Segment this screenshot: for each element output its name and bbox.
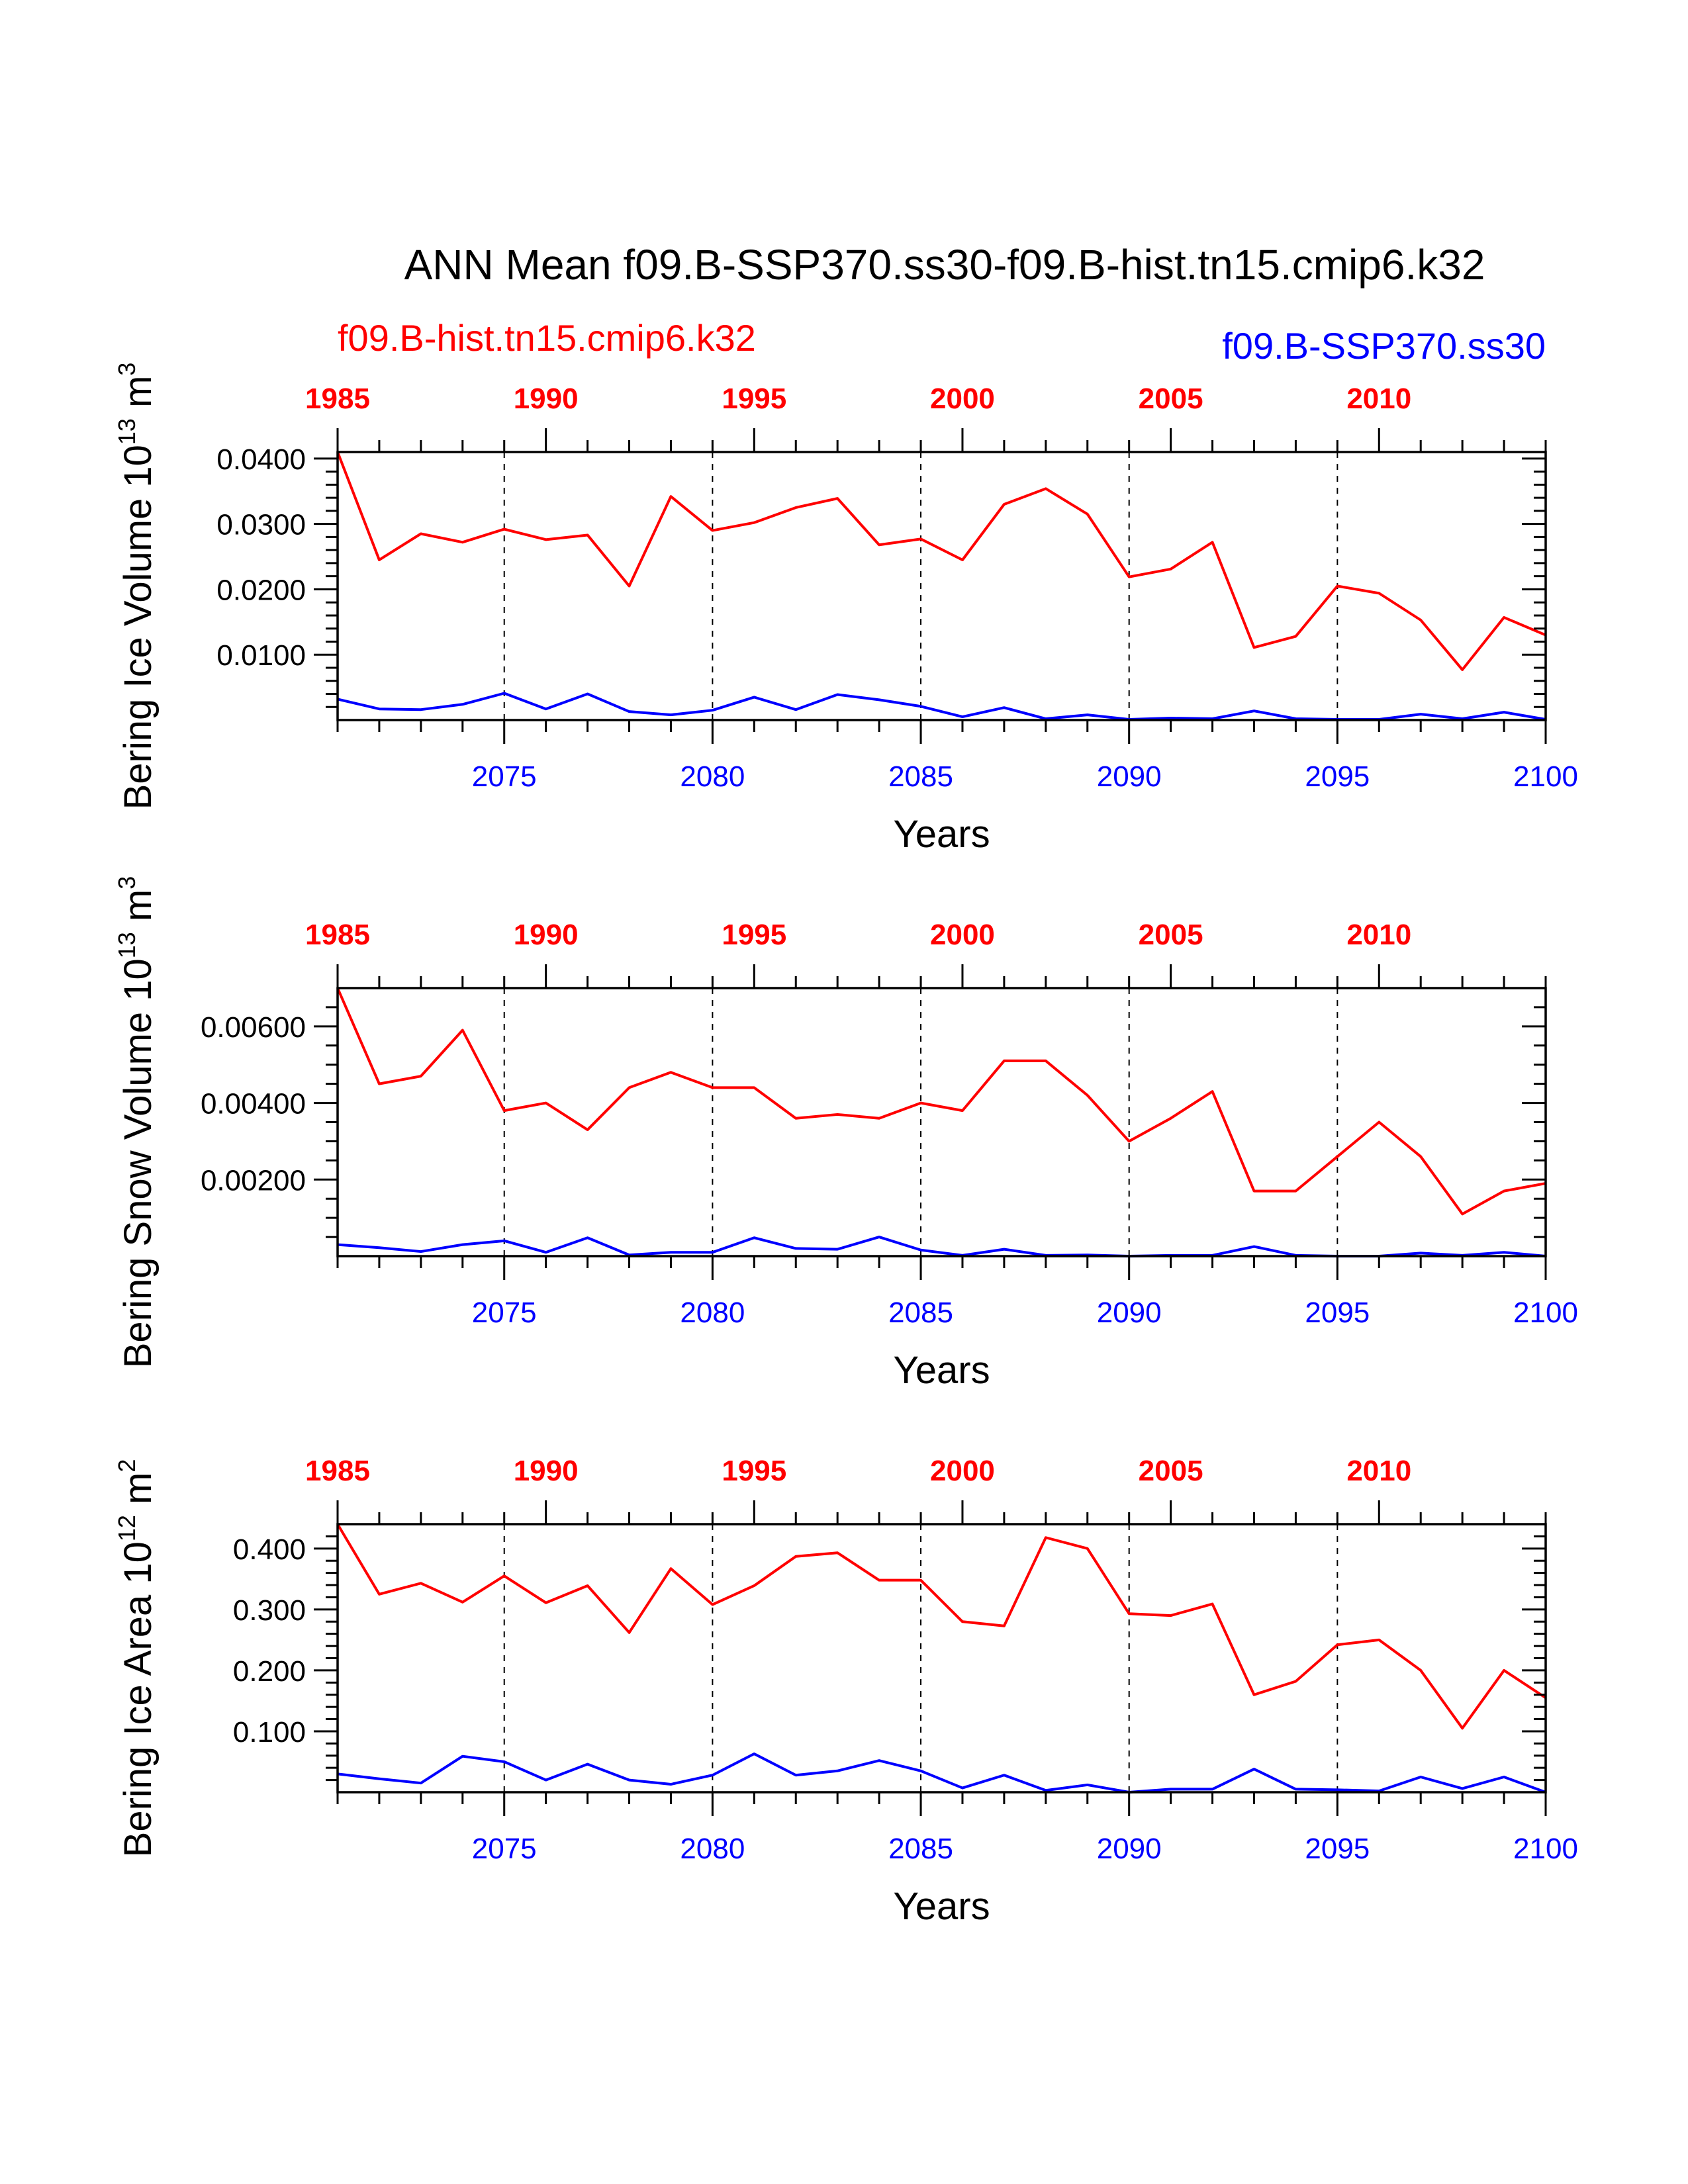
x-tick-label-bottom: 2100	[1513, 1833, 1578, 1865]
panel-2: 0.00200 0.00400 0.00600 2075 2080 2085 2090 209…	[113, 876, 1578, 1392]
x-tick-label-bottom: 2075	[472, 1833, 537, 1865]
plot-frame	[336, 451, 1547, 721]
legend-label-hist: f09.B-hist.tn15.cmip6.k32	[338, 317, 756, 359]
x-tick-label-bottom: 2075	[472, 760, 537, 793]
x-tick-label-bottom: 2085	[888, 1297, 953, 1329]
y-axis-title-exponent: 13	[113, 932, 140, 958]
x-tick-label-bottom: 2080	[680, 1833, 745, 1865]
y-tick-label: 0.0300	[216, 509, 306, 541]
panel-3: 0.100 0.200 0.300 0.400 2075 2080 2085 2090 2095…	[113, 1455, 1578, 1928]
x-tick-label-top: 1990	[514, 919, 579, 951]
x-tick-label-bottom: 2090	[1097, 760, 1162, 793]
y-tick-label: 0.0200	[216, 574, 306, 606]
x-tick-label-bottom: 2080	[680, 760, 745, 793]
legend-label-ssp: f09.B-SSP370.ss30	[1222, 325, 1546, 367]
y-axis-title-unit-exponent: 2	[113, 1459, 140, 1473]
y-axis-title-unit: m	[117, 376, 160, 418]
plot-frame	[336, 987, 1547, 1257]
y-axis-title-text: Bering Ice Area 10	[117, 1541, 160, 1857]
series-line-hist	[336, 1523, 1547, 1730]
y-tick-label: 0.100	[233, 1716, 306, 1749]
x-tick-label-bottom: 2075	[472, 1297, 537, 1329]
x-tick-label-top: 1990	[514, 1455, 579, 1487]
y-tick-label: 0.00200	[201, 1164, 306, 1197]
x-tick-label-top: 2000	[930, 383, 995, 415]
y-tick-label: 0.0400	[216, 443, 306, 476]
plot-frame	[336, 1523, 1547, 1794]
panel-1: 0.0100 0.0200 0.0300 0.0400 2075 2080 2085 2090…	[113, 363, 1578, 856]
x-tick-label-top: 1995	[722, 919, 786, 951]
series-line-hist	[336, 451, 1546, 671]
x-tick-label-top: 2000	[930, 1455, 995, 1487]
y-axis-title-unit: m	[117, 1473, 160, 1515]
x-tick-label-top: 2005	[1139, 919, 1203, 951]
y-tick-label: 0.400	[233, 1533, 306, 1566]
x-tick-label-top: 1985	[305, 1455, 370, 1487]
x-tick-label-top: 2005	[1139, 383, 1203, 415]
x-tick-label-bottom: 2095	[1305, 1833, 1370, 1865]
x-tick-label-top: 2000	[930, 919, 995, 951]
x-tick-label-bottom: 2080	[680, 1297, 745, 1329]
y-tick-label: 0.00600	[201, 1011, 306, 1044]
x-axis-title: Years	[893, 1349, 990, 1392]
x-tick-label-top: 2010	[1346, 919, 1411, 951]
y-axis-title-unit-exponent: 3	[113, 876, 140, 889]
x-tick-label-bottom: 2090	[1097, 1297, 1162, 1329]
series-line-ssp	[337, 692, 1546, 721]
x-tick-label-bottom: 2085	[888, 760, 953, 793]
y-axis-title-exponent: 12	[113, 1515, 140, 1541]
x-tick-label-bottom: 2090	[1097, 1833, 1162, 1865]
y-axis-title: Bering Snow Volume 1013 m3	[113, 876, 160, 1369]
series-line-hist	[336, 987, 1546, 1216]
x-tick-label-top: 1995	[722, 383, 786, 415]
x-tick-label-bottom: 2100	[1513, 1297, 1578, 1329]
y-tick-label: 0.0100	[216, 639, 306, 672]
y-tick-label: 0.00400	[201, 1088, 306, 1120]
y-tick-label: 0.300	[233, 1594, 306, 1627]
x-tick-label-bottom: 2095	[1305, 760, 1370, 793]
x-tick-label-bottom: 2085	[888, 1833, 953, 1865]
x-tick-label-top: 2010	[1346, 383, 1411, 415]
x-tick-label-top: 2010	[1346, 1455, 1411, 1487]
x-axis-title: Years	[893, 813, 990, 856]
y-axis-title-text: Bering Snow Volume 10	[117, 958, 160, 1368]
y-axis-title-unit: m	[117, 889, 160, 932]
x-tick-label-top: 1990	[514, 383, 579, 415]
series-line-ssp	[337, 1752, 1546, 1794]
x-axis-title: Years	[893, 1885, 990, 1928]
x-tick-label-top: 1985	[305, 383, 370, 415]
x-tick-label-top: 1995	[722, 1455, 786, 1487]
y-axis-title-text: Bering Ice Volume 10	[117, 445, 160, 809]
x-tick-label-top: 2005	[1139, 1455, 1203, 1487]
x-tick-label-top: 1985	[305, 919, 370, 951]
series-line-ssp	[337, 1236, 1546, 1257]
y-axis-title-unit-exponent: 3	[113, 363, 140, 376]
y-axis-title-exponent: 13	[113, 418, 140, 445]
y-tick-label: 0.200	[233, 1655, 306, 1688]
y-axis-title: Bering Ice Volume 1013 m3	[113, 363, 160, 810]
x-tick-label-bottom: 2095	[1305, 1297, 1370, 1329]
x-tick-label-bottom: 2100	[1513, 760, 1578, 793]
figure-title: ANN Mean f09.B-SSP370.ss30-f09.B-hist.tn…	[404, 241, 1485, 289]
y-axis-title: Bering Ice Area 1012 m2	[113, 1459, 160, 1858]
